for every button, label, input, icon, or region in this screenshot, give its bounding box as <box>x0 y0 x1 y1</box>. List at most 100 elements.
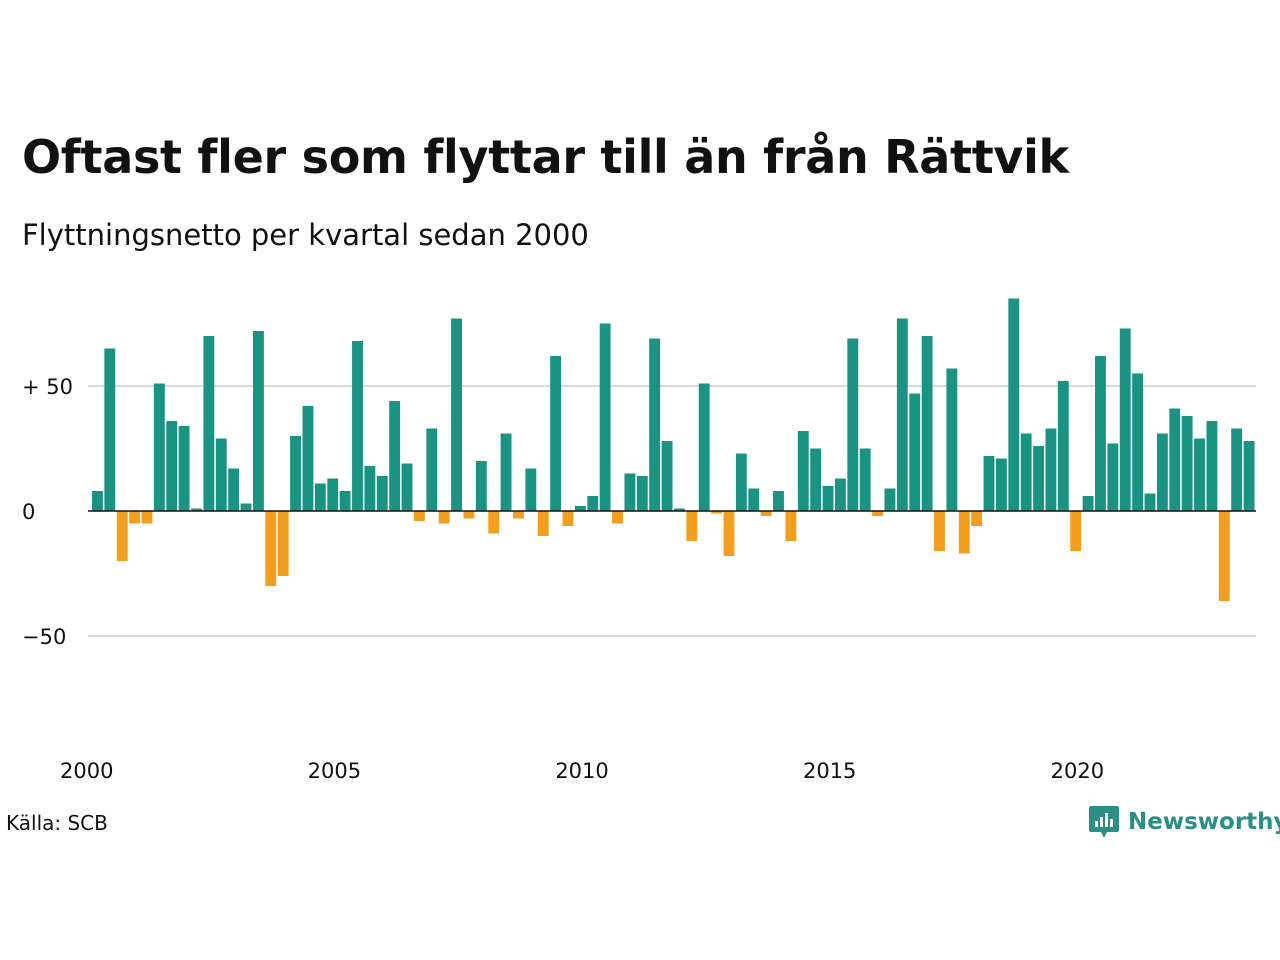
bar <box>277 511 289 576</box>
bar <box>191 508 202 511</box>
bar <box>834 478 846 511</box>
bar <box>983 456 995 511</box>
bar <box>1033 446 1044 511</box>
bar <box>785 511 797 541</box>
bar <box>1181 416 1193 511</box>
bar <box>1020 433 1032 511</box>
chart-title: Oftast fler som flyttar till än från Rät… <box>22 130 1069 184</box>
y-tick-label: −50 <box>22 625 66 649</box>
bar <box>921 336 933 511</box>
bar <box>413 511 425 521</box>
bar <box>661 441 673 511</box>
bar <box>426 428 438 511</box>
bar <box>141 511 153 524</box>
bar <box>562 511 574 526</box>
bar <box>1144 493 1156 511</box>
bar <box>401 463 413 511</box>
bar <box>859 448 871 511</box>
bar <box>389 401 401 511</box>
bar <box>314 483 326 511</box>
bar <box>153 383 165 511</box>
bar <box>1132 373 1144 511</box>
bar <box>1206 421 1218 511</box>
bar <box>797 431 809 511</box>
bar <box>178 426 190 511</box>
bar <box>822 486 834 511</box>
bar <box>364 466 376 511</box>
chart-subtitle: Flyttningsnetto per kvartal sedan 2000 <box>22 218 589 252</box>
bar <box>352 341 363 511</box>
bar <box>872 511 884 516</box>
bar <box>711 511 723 514</box>
bar <box>463 511 475 519</box>
y-tick-label: 0 <box>22 500 35 524</box>
bar <box>946 368 958 511</box>
bar <box>686 511 698 541</box>
newsworthy-logo: Newsworthy <box>1088 804 1280 840</box>
bar <box>587 496 599 511</box>
bar <box>884 488 896 511</box>
bar <box>599 323 611 511</box>
bar <box>438 511 450 524</box>
bar <box>1107 443 1119 511</box>
x-tick-label: 2005 <box>308 759 361 783</box>
bar <box>265 511 277 586</box>
bar <box>896 318 908 511</box>
bar <box>215 438 227 511</box>
bar <box>513 511 524 519</box>
bars <box>92 298 1255 601</box>
bar <box>376 476 388 511</box>
bar <box>240 503 252 511</box>
bar <box>847 338 859 511</box>
bar <box>810 448 822 511</box>
bar <box>674 508 685 511</box>
bar <box>129 511 141 524</box>
x-tick-label: 2010 <box>555 759 608 783</box>
bar <box>574 506 586 511</box>
bar <box>1095 356 1106 511</box>
bar <box>488 511 500 534</box>
bar <box>624 473 636 511</box>
bar <box>995 458 1007 511</box>
bar <box>1119 328 1131 511</box>
x-tick-label: 2015 <box>803 759 856 783</box>
bar <box>1231 428 1243 511</box>
bar <box>116 511 128 561</box>
bar <box>934 511 945 551</box>
bar <box>1243 441 1255 511</box>
bar <box>1008 298 1020 511</box>
bar <box>228 468 240 511</box>
bar <box>104 348 116 511</box>
bar <box>723 511 735 556</box>
logo-text: Newsworthy <box>1128 809 1280 835</box>
bar <box>958 511 970 554</box>
newsworthy-logo-icon <box>1089 806 1119 838</box>
bar <box>166 421 178 511</box>
bar <box>735 453 747 511</box>
bar <box>475 461 487 511</box>
bar <box>525 468 537 511</box>
bar <box>698 383 710 511</box>
y-tick-label: + 50 <box>22 375 73 399</box>
x-tick-label: 2000 <box>60 759 113 783</box>
bar <box>500 433 512 511</box>
bar <box>760 511 772 516</box>
bar <box>909 393 921 511</box>
bar <box>1169 408 1181 511</box>
bar <box>649 338 661 511</box>
bar <box>612 511 623 524</box>
bar <box>550 356 562 511</box>
bar <box>537 511 549 536</box>
bar <box>773 491 784 511</box>
bar <box>92 491 103 511</box>
bar <box>1156 433 1168 511</box>
bar <box>327 478 339 511</box>
bar <box>1070 511 1082 551</box>
bar <box>451 318 462 511</box>
bar <box>636 476 648 511</box>
x-tick-label: 2020 <box>1051 759 1104 783</box>
bar-chart: + 50 0 −50 2000 2005 2010 2015 2020 <box>22 298 1256 783</box>
bar <box>1082 496 1094 511</box>
bar <box>203 336 215 511</box>
bar <box>1218 511 1230 601</box>
